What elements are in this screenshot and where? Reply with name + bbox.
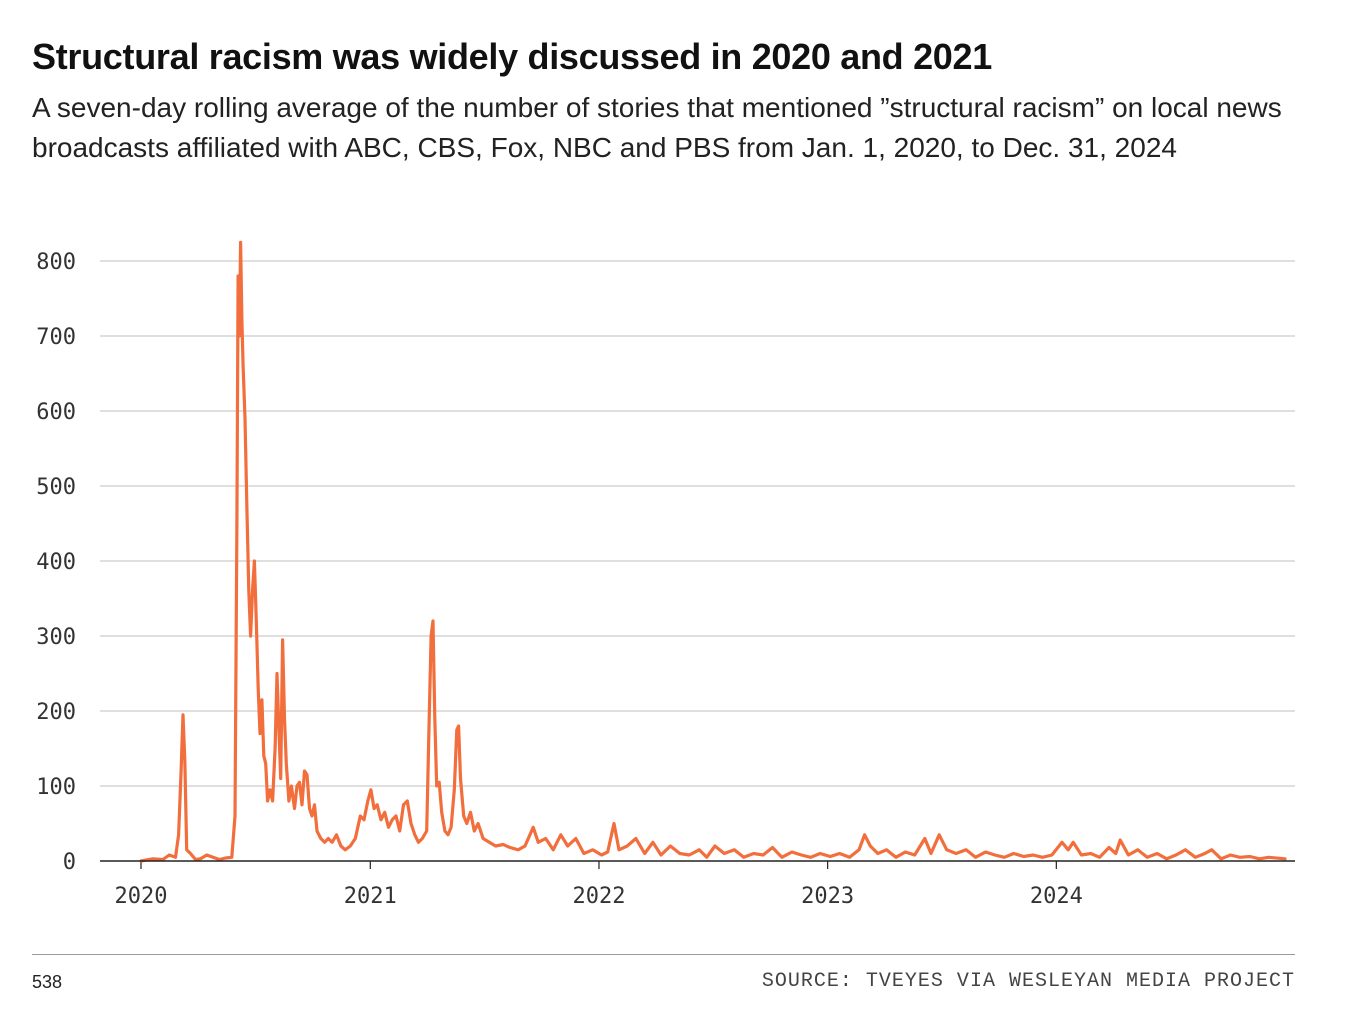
chart-subtitle: A seven-day rolling average of the numbe… <box>32 92 1282 163</box>
x-tick-label: 2023 <box>801 884 854 909</box>
x-tick-label: 2024 <box>1030 884 1083 909</box>
y-tick-label: 100 <box>36 775 76 800</box>
y-tick-label: 300 <box>36 625 76 650</box>
y-tick-label: 200 <box>36 700 76 725</box>
y-tick-label: 600 <box>36 400 76 425</box>
gridlines <box>100 260 1295 787</box>
x-axis-tick-labels: 2020 2021 2022 2023 2024 <box>115 861 1083 909</box>
source-credit: SOURCE: TVEYES VIA WESLEYAN MEDIA PROJEC… <box>761 970 1295 993</box>
x-tick-label: 2021 <box>344 884 397 909</box>
series-line-stories <box>139 240 1287 863</box>
x-tick-label: 2022 <box>572 884 625 909</box>
x-tick-label: 2020 <box>115 884 168 909</box>
y-tick-label: 800 <box>36 250 76 275</box>
chart-title: Structural racism was widely discussed i… <box>32 36 992 77</box>
y-tick-label: 500 <box>36 475 76 500</box>
y-tick-label: 0 <box>63 850 76 875</box>
y-axis-tick-labels: 0 100 200 300 400 500 600 700 800 <box>36 250 76 875</box>
footer-divider <box>32 954 1295 955</box>
y-tick-label: 700 <box>36 325 76 350</box>
brand-label: 538 <box>32 972 63 992</box>
y-tick-label: 400 <box>36 550 76 575</box>
